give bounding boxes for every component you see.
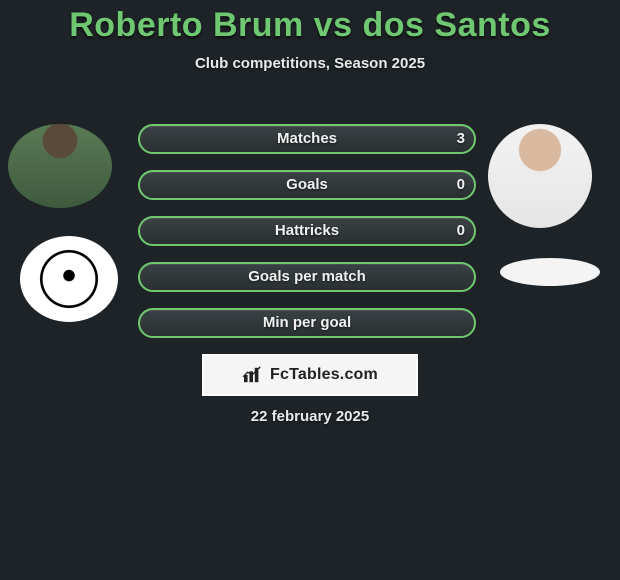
club-left-badge xyxy=(20,236,118,322)
bar-chart-icon xyxy=(242,366,264,384)
watermark: FcTables.com xyxy=(202,354,418,396)
stat-value-right: 3 xyxy=(435,126,475,152)
stat-row: Goals per match xyxy=(138,262,476,292)
stat-row: Min per goal xyxy=(138,308,476,338)
stat-label: Goals per match xyxy=(140,264,474,290)
stat-row: Matches 3 xyxy=(138,124,476,154)
date-text: 22 february 2025 xyxy=(0,408,620,425)
page-subtitle: Club competitions, Season 2025 xyxy=(0,55,620,72)
stat-value-right xyxy=(435,264,475,290)
stat-label: Goals xyxy=(140,172,474,198)
stat-label: Matches xyxy=(140,126,474,152)
stat-row: Goals 0 xyxy=(138,170,476,200)
stat-bars: Matches 3 Goals 0 Hattricks 0 Goals per … xyxy=(138,124,476,354)
stat-row: Hattricks 0 xyxy=(138,216,476,246)
page-title: Roberto Brum vs dos Santos xyxy=(0,0,620,45)
player-right-avatar xyxy=(488,124,592,228)
player-left-avatar xyxy=(8,124,112,208)
stat-value-right xyxy=(435,310,475,336)
stat-label: Min per goal xyxy=(140,310,474,336)
stat-value-right: 0 xyxy=(435,218,475,244)
watermark-text: FcTables.com xyxy=(270,366,378,384)
club-right-badge xyxy=(500,258,600,286)
stat-label: Hattricks xyxy=(140,218,474,244)
stat-value-right: 0 xyxy=(435,172,475,198)
